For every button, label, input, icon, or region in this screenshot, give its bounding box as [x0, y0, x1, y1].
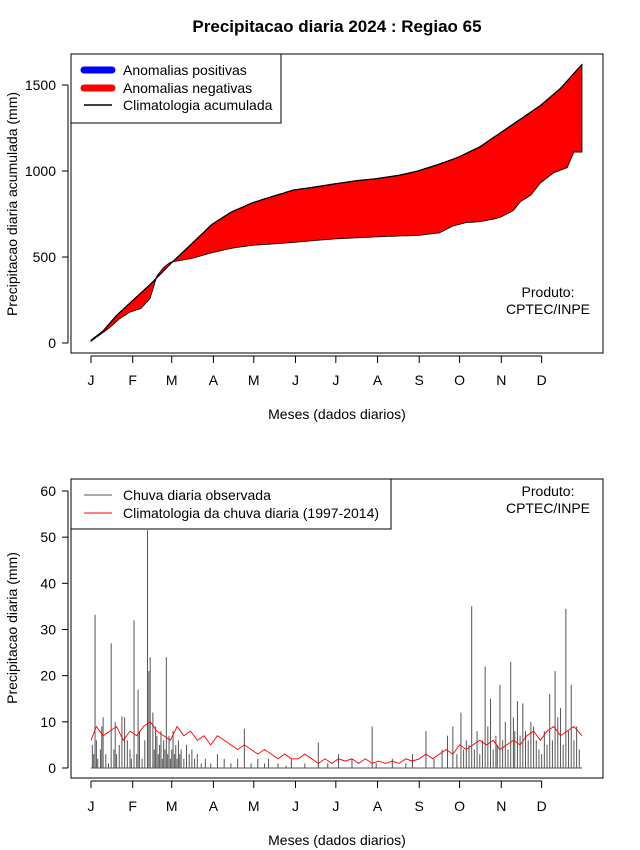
y-tick-label: 50	[40, 529, 56, 545]
legend-label: Climatologia da chuva diaria (1997-2014)	[123, 505, 379, 521]
x-tick-label: A	[209, 372, 219, 388]
y-tick-label: 0	[48, 760, 56, 776]
x-tick-label: N	[496, 372, 506, 388]
y-axis: 0 500 1000 1500	[25, 77, 69, 351]
x-tick-label: J	[332, 798, 339, 814]
x-tick-label: A	[209, 798, 219, 814]
x-tick-label: F	[128, 372, 137, 388]
y-axis: 0 10 20 30 40 50 60	[40, 483, 69, 776]
x-tick-label: M	[248, 372, 260, 388]
y-tick-label: 40	[40, 575, 56, 591]
credit-label: Produto:	[522, 284, 575, 300]
legend-box	[70, 478, 392, 530]
x-tick-label: J	[88, 798, 95, 814]
cumulative-lines	[90, 63, 583, 341]
y-tick-label: 0	[48, 335, 56, 351]
credit-source: CPTEC/INPE	[506, 500, 590, 516]
credit-source: CPTEC/INPE	[506, 301, 590, 317]
x-tick-label: J	[292, 372, 299, 388]
y-tick-label: 1500	[25, 77, 56, 93]
daily-chart: 0 10 20 30 40 50 60 J F M A M J J A S O N D Meses (dados …	[4, 478, 604, 848]
y-tick-label: 30	[40, 622, 56, 638]
daily-bars	[91, 530, 582, 769]
y-axis-label: Precipitacao diaria acumulada (mm)	[4, 92, 20, 316]
x-tick-label: N	[496, 798, 506, 814]
credit-label: Produto:	[522, 483, 575, 499]
climatology-line	[90, 63, 583, 341]
chart-title: Precipitacao diaria 2024 : Regiao 65	[192, 17, 481, 36]
x-tick-label: D	[537, 372, 547, 388]
y-tick-label: 500	[33, 249, 57, 265]
x-tick-label: A	[373, 372, 383, 388]
x-tick-label: O	[454, 798, 465, 814]
x-tick-label: S	[415, 798, 424, 814]
x-axis-label: Meses (dados diarios)	[268, 832, 406, 848]
x-axis-label: Meses (dados diarios)	[268, 406, 406, 422]
legend-label: Anomalias positivas	[123, 62, 247, 78]
x-tick-label: M	[248, 798, 260, 814]
legend-label: Chuva diaria observada	[123, 487, 271, 503]
y-tick-label: 60	[40, 483, 56, 499]
x-tick-label: O	[454, 372, 465, 388]
x-tick-label: D	[537, 798, 547, 814]
y-tick-label: 1000	[25, 163, 56, 179]
daily-climatology	[90, 721, 583, 764]
y-axis-label: Precipitacao diaria (mm)	[4, 552, 20, 704]
daily-climatology-line	[90, 721, 583, 764]
x-tick-label: J	[332, 372, 339, 388]
legend-label: Anomalias negativas	[123, 80, 252, 96]
cumulative-chart: 0 500 1000 1500 J F M A M J J A S O N D Meses (dados d…	[4, 53, 604, 422]
y-tick-label: 10	[40, 714, 56, 730]
x-tick-label: M	[166, 798, 178, 814]
x-tick-label: S	[415, 372, 424, 388]
x-tick-label: M	[166, 372, 178, 388]
x-tick-label: F	[128, 798, 137, 814]
plot-frame	[70, 53, 604, 354]
legend-label: Climatologia acumulada	[123, 97, 273, 113]
legend: Chuva diaria observada Climatologia da c…	[70, 478, 392, 530]
legend: Anomalias positivas Anomalias negativas …	[70, 53, 282, 124]
y-tick-label: 20	[40, 668, 56, 684]
x-tick-label: J	[292, 798, 299, 814]
x-tick-label: A	[373, 798, 383, 814]
x-tick-label: J	[88, 372, 95, 388]
